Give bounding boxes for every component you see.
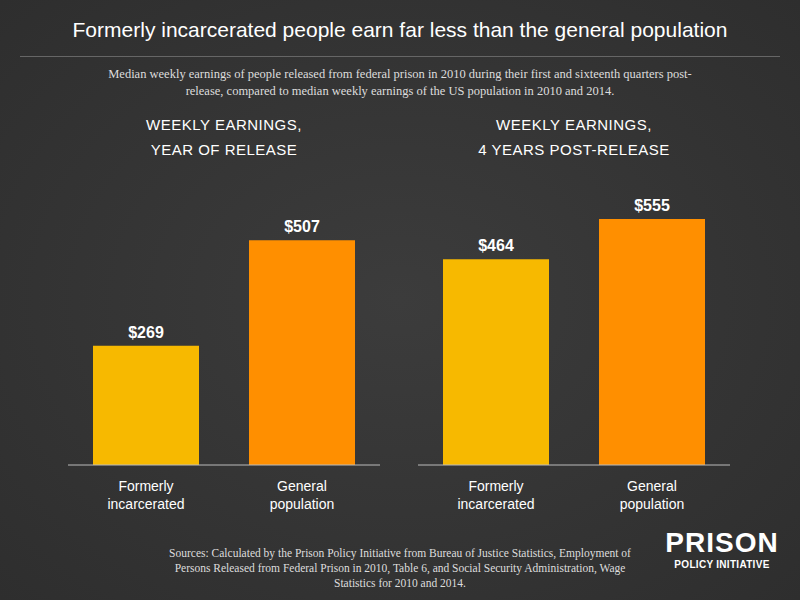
- svg-text:Generalpopulation: Generalpopulation: [620, 478, 685, 512]
- html-text:WEEKLY EARNINGS,: WEEKLY EARNINGS,: [146, 116, 302, 133]
- html-text:4 YEARS POST-RELEASE: 4 YEARS POST-RELEASE: [478, 141, 670, 158]
- html-text:YEAR OF RELEASE: YEAR OF RELEASE: [150, 141, 298, 158]
- svg-text:$555: $555: [634, 197, 670, 214]
- svg-text:Generalpopulation: Generalpopulation: [270, 478, 335, 512]
- svg-text:$507: $507: [284, 218, 320, 235]
- html-text:WEEKLY EARNINGS,: WEEKLY EARNINGS,: [496, 116, 652, 133]
- svg-text:Formerlyincarcerated: Formerlyincarcerated: [457, 478, 534, 512]
- html-text:POLICY INITIATIVE: POLICY INITIATIVE: [674, 559, 770, 570]
- svg-text:$464: $464: [478, 237, 514, 254]
- svg-text:$269: $269: [128, 324, 164, 341]
- html-text:Formerly incarcerated people e: Formerly incarcerated people earn far le…: [72, 18, 728, 41]
- svg-text:Formerlyincarcerated: Formerlyincarcerated: [107, 478, 184, 512]
- html-text:PRISON: PRISON: [665, 527, 779, 558]
- html-text:Sources: Calculated by the Pri: Sources: Calculated by the Prison Policy…: [169, 547, 631, 589]
- html-text:Median weekly earnings of peop: Median weekly earnings of people release…: [108, 67, 692, 98]
